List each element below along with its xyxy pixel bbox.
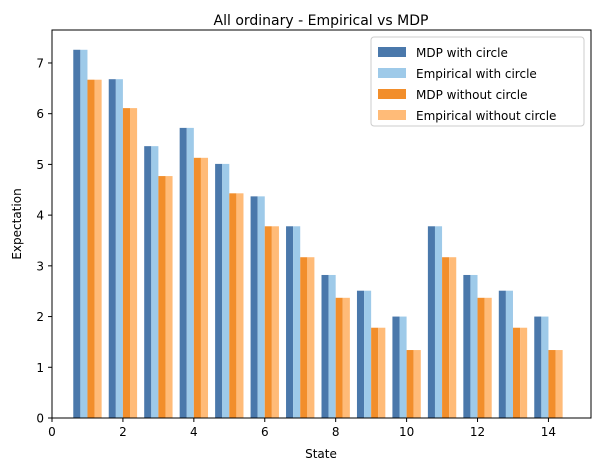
- bar-mdp-with-circle-state-4: [179, 127, 187, 418]
- bar-mdp-with-circle-state-3: [144, 146, 152, 418]
- x-tick-label: 8: [332, 425, 340, 439]
- bar-empirical-without-circle-state-10: [413, 350, 421, 418]
- bar-mdp-with-circle-state-8: [321, 274, 329, 418]
- bar-mdp-without-circle-state-8: [335, 297, 343, 418]
- bar-mdp-without-circle-state-1: [87, 79, 95, 418]
- plot-frame: [51, 29, 592, 419]
- bar-empirical-without-circle-state-11: [449, 257, 457, 418]
- bar-empirical-without-circle-state-6: [271, 226, 279, 418]
- legend-label-empirical-with-circle: Empirical with circle: [416, 67, 537, 81]
- bar-empirical-with-circle-state-4: [186, 127, 194, 418]
- bar-empirical-with-circle-state-9: [364, 290, 372, 418]
- y-axis-label: Expectation: [10, 188, 24, 259]
- bar-empirical-with-circle-state-1: [80, 49, 88, 418]
- y-tick-label: 5: [36, 158, 44, 172]
- legend-box: [370, 36, 585, 127]
- y-tick-label: 1: [36, 361, 44, 375]
- legend: MDP with circle Empirical with circle MDP …: [370, 36, 585, 127]
- bar-empirical-without-circle-state-2: [130, 108, 138, 419]
- x-axis-label: State: [305, 447, 337, 461]
- legend-label-mdp-with-circle: MDP with circle: [416, 46, 508, 60]
- x-tick-label: 10: [399, 425, 414, 439]
- y-tick-label: 2: [36, 310, 44, 324]
- y-tick-label: 7: [36, 56, 44, 70]
- bar-empirical-with-circle-state-12: [470, 274, 478, 418]
- bar-empirical-without-circle-state-4: [200, 157, 209, 418]
- x-tick-label: 4: [190, 425, 198, 439]
- bar-empirical-without-circle-state-14: [555, 350, 563, 418]
- bar-mdp-with-circle-state-1: [73, 49, 81, 418]
- y-tick-label: 6: [36, 107, 44, 121]
- bar-empirical-with-circle-state-3: [151, 146, 159, 418]
- bar-empirical-with-circle-state-11: [434, 226, 443, 418]
- bar-empirical-with-circle-state-5: [222, 163, 230, 418]
- bar-empirical-with-circle-state-8: [328, 274, 336, 418]
- legend-swatch-mdp-without-circle: [378, 89, 406, 99]
- bar-empirical-without-circle-state-8: [342, 297, 350, 418]
- bar-mdp-without-circle-state-3: [158, 176, 166, 418]
- bar-mdp-with-circle-state-14: [534, 316, 542, 418]
- bar-empirical-without-circle-state-5: [236, 193, 244, 418]
- bar-mdp-without-circle-state-7: [300, 257, 308, 418]
- y-tick-label: 4: [36, 209, 44, 223]
- y-axis: 0 1 2 3 4 5 6 7: [36, 56, 52, 426]
- legend-swatch-mdp-with-circle: [378, 47, 406, 57]
- plot-bars: [73, 49, 563, 419]
- chart-title: All ordinary - Empirical vs MDP: [214, 13, 429, 29]
- bar-empirical-without-circle-state-3: [165, 176, 173, 418]
- x-tick-label: 12: [470, 425, 485, 439]
- bar-mdp-without-circle-state-12: [477, 297, 485, 418]
- bar-empirical-with-circle-state-7: [293, 226, 301, 418]
- legend-swatch-empirical-with-circle: [378, 68, 406, 78]
- bar-empirical-with-circle-state-6: [257, 196, 265, 418]
- legend-label-mdp-without-circle: MDP without circle: [416, 88, 528, 102]
- legend-swatch-empirical-without-circle: [378, 110, 406, 120]
- bar-mdp-with-circle-state-13: [498, 290, 506, 418]
- bar-mdp-without-circle-state-5: [229, 193, 237, 418]
- bar-empirical-with-circle-state-2: [115, 79, 123, 418]
- bar-mdp-without-circle-state-6: [264, 226, 272, 418]
- bar-mdp-without-circle-state-14: [548, 350, 556, 418]
- bar-mdp-without-circle-state-13: [512, 327, 521, 418]
- y-tick-label: 3: [36, 259, 44, 273]
- bar-mdp-with-circle-state-6: [250, 196, 258, 418]
- x-tick-label: 6: [261, 425, 269, 439]
- bar-mdp-without-circle-state-2: [122, 108, 131, 419]
- bar-empirical-without-circle-state-7: [307, 257, 315, 418]
- bar-empirical-without-circle-state-13: [520, 327, 528, 418]
- bar-mdp-with-circle-state-12: [463, 274, 471, 418]
- bar-mdp-without-circle-state-10: [406, 350, 414, 418]
- bar-empirical-without-circle-state-12: [484, 297, 492, 418]
- bar-mdp-with-circle-state-7: [286, 226, 294, 418]
- x-axis: 0 2 4 6 8 10 12 14: [48, 418, 556, 439]
- bar-mdp-with-circle-state-2: [108, 79, 116, 418]
- bar-mdp-with-circle-state-5: [215, 163, 223, 418]
- bar-mdp-with-circle-state-11: [427, 226, 435, 418]
- legend-label-empirical-without-circle: Empirical without circle: [416, 109, 556, 123]
- bar-empirical-with-circle-state-13: [505, 290, 513, 418]
- bar-empirical-without-circle-state-9: [378, 327, 386, 418]
- bar-mdp-with-circle-state-9: [356, 290, 365, 418]
- x-tick-label: 2: [119, 425, 127, 439]
- bar-mdp-with-circle-state-10: [392, 316, 400, 418]
- y-tick-label: 0: [36, 412, 44, 426]
- bar-empirical-without-circle-state-1: [94, 79, 102, 418]
- bar-empirical-with-circle-state-10: [399, 316, 407, 418]
- x-tick-label: 14: [541, 425, 556, 439]
- bar-mdp-without-circle-state-9: [371, 327, 379, 418]
- bar-empirical-with-circle-state-14: [541, 316, 549, 418]
- bar-mdp-without-circle-state-4: [193, 157, 201, 418]
- x-tick-label: 0: [48, 425, 56, 439]
- bar-mdp-without-circle-state-11: [442, 257, 450, 418]
